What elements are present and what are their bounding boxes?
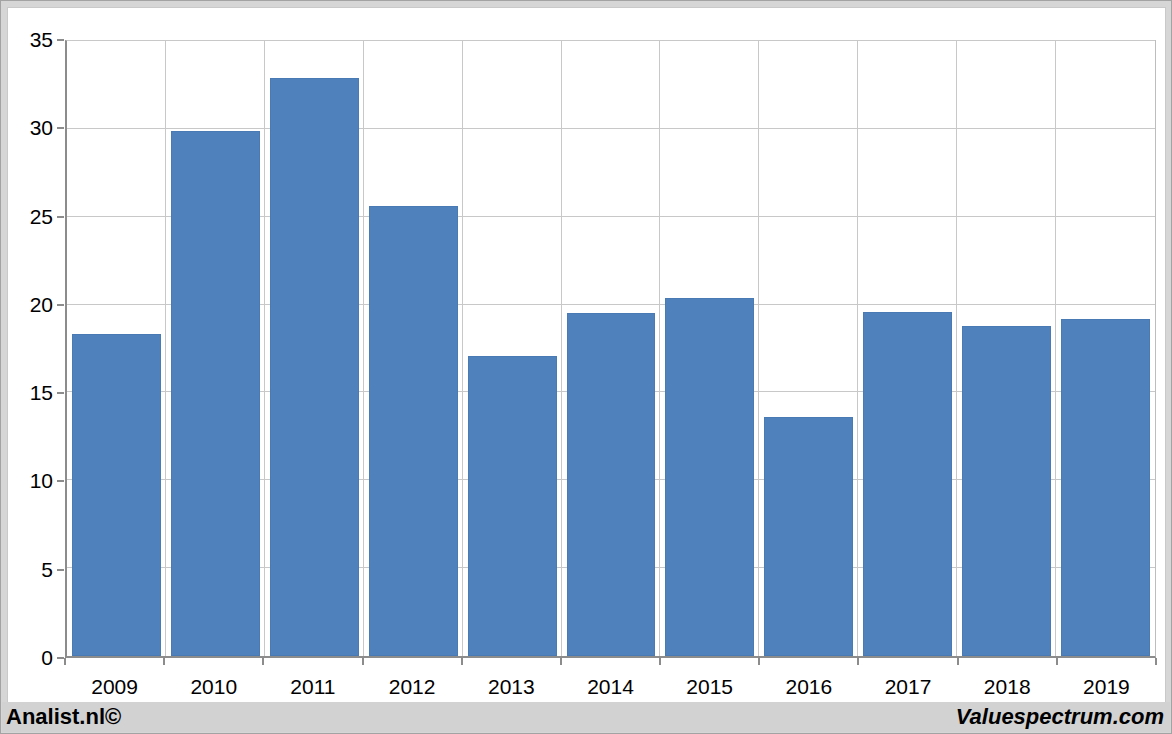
y-tick-20 — [57, 304, 64, 306]
h-gridline-35 — [67, 40, 1155, 41]
bar-2009 — [72, 334, 161, 656]
x-axis-tick-label: 2015 — [665, 674, 755, 700]
x-tick-7 — [758, 658, 760, 665]
bar-2011 — [270, 78, 359, 656]
x-tick-4 — [461, 658, 463, 665]
x-axis-tick-label: 2009 — [70, 674, 160, 700]
y-tick-30 — [57, 127, 64, 129]
bar-2015 — [665, 298, 754, 656]
chart-panel: 0 5 10 15 20 25 30 35 2009 2010 2011 2012 2013 2014 2… — [7, 7, 1166, 705]
y-axis-tick-label: 25 — [13, 206, 53, 228]
y-tick-10 — [57, 480, 64, 482]
x-axis-tick-label: 2010 — [169, 674, 259, 700]
analist-brand-label: Analist.nl© — [2, 704, 121, 730]
bar-2018 — [962, 326, 1051, 656]
x-tick-0 — [64, 658, 66, 665]
x-tick-11 — [1155, 658, 1157, 665]
h-gridline-30 — [67, 128, 1155, 129]
bar-2017 — [863, 312, 952, 656]
y-axis-tick-label: 30 — [13, 117, 53, 139]
y-axis-tick-label: 15 — [13, 382, 53, 404]
x-axis-tick-label: 2013 — [466, 674, 556, 700]
x-axis-tick-label: 2019 — [1061, 674, 1151, 700]
x-tick-2 — [262, 658, 264, 665]
y-axis-tick-label: 5 — [13, 559, 53, 581]
y-axis-tick-label: 10 — [13, 470, 53, 492]
y-axis-tick-label: 20 — [13, 294, 53, 316]
x-axis-tick-label: 2018 — [962, 674, 1052, 700]
x-tick-8 — [857, 658, 859, 665]
x-axis-tick-label: 2011 — [268, 674, 358, 700]
chart-window: 0 5 10 15 20 25 30 35 2009 2010 2011 2012 2013 2014 2… — [0, 0, 1172, 734]
v-gridline-4 — [462, 41, 463, 656]
bar-2016 — [764, 417, 853, 656]
v-gridline-7 — [758, 41, 759, 656]
x-tick-3 — [362, 658, 364, 665]
x-tick-1 — [163, 658, 165, 665]
y-tick-0 — [57, 657, 64, 659]
valuespectrum-brand-label: Valuespectrum.com — [956, 704, 1170, 730]
x-tick-6 — [659, 658, 661, 665]
bar-2013 — [468, 356, 557, 656]
x-tick-10 — [1056, 658, 1058, 665]
v-gridline-5 — [561, 41, 562, 656]
y-tick-15 — [57, 392, 64, 394]
x-tick-5 — [560, 658, 562, 665]
v-gridline-2 — [264, 41, 265, 656]
v-gridline-1 — [165, 41, 166, 656]
y-axis-tick-label: 0 — [13, 647, 53, 669]
y-tick-35 — [57, 39, 64, 41]
v-gridline-3 — [363, 41, 364, 656]
x-axis-tick-label: 2017 — [863, 674, 953, 700]
y-tick-25 — [57, 216, 64, 218]
v-gridline-8 — [857, 41, 858, 656]
y-axis-tick-label: 35 — [13, 29, 53, 51]
x-axis-tick-label: 2016 — [764, 674, 854, 700]
y-tick-5 — [57, 569, 64, 571]
v-gridline-9 — [956, 41, 957, 656]
bar-2019 — [1061, 319, 1150, 656]
plot-area — [65, 40, 1156, 658]
bar-2012 — [369, 206, 458, 656]
v-gridline-10 — [1055, 41, 1056, 656]
x-tick-9 — [957, 658, 959, 665]
bar-2014 — [567, 313, 656, 656]
bar-2010 — [171, 131, 260, 656]
footer-bar: Analist.nl© Valuespectrum.com — [2, 702, 1170, 732]
x-axis-tick-label: 2012 — [367, 674, 457, 700]
x-axis-tick-label: 2014 — [566, 674, 656, 700]
v-gridline-6 — [659, 41, 660, 656]
